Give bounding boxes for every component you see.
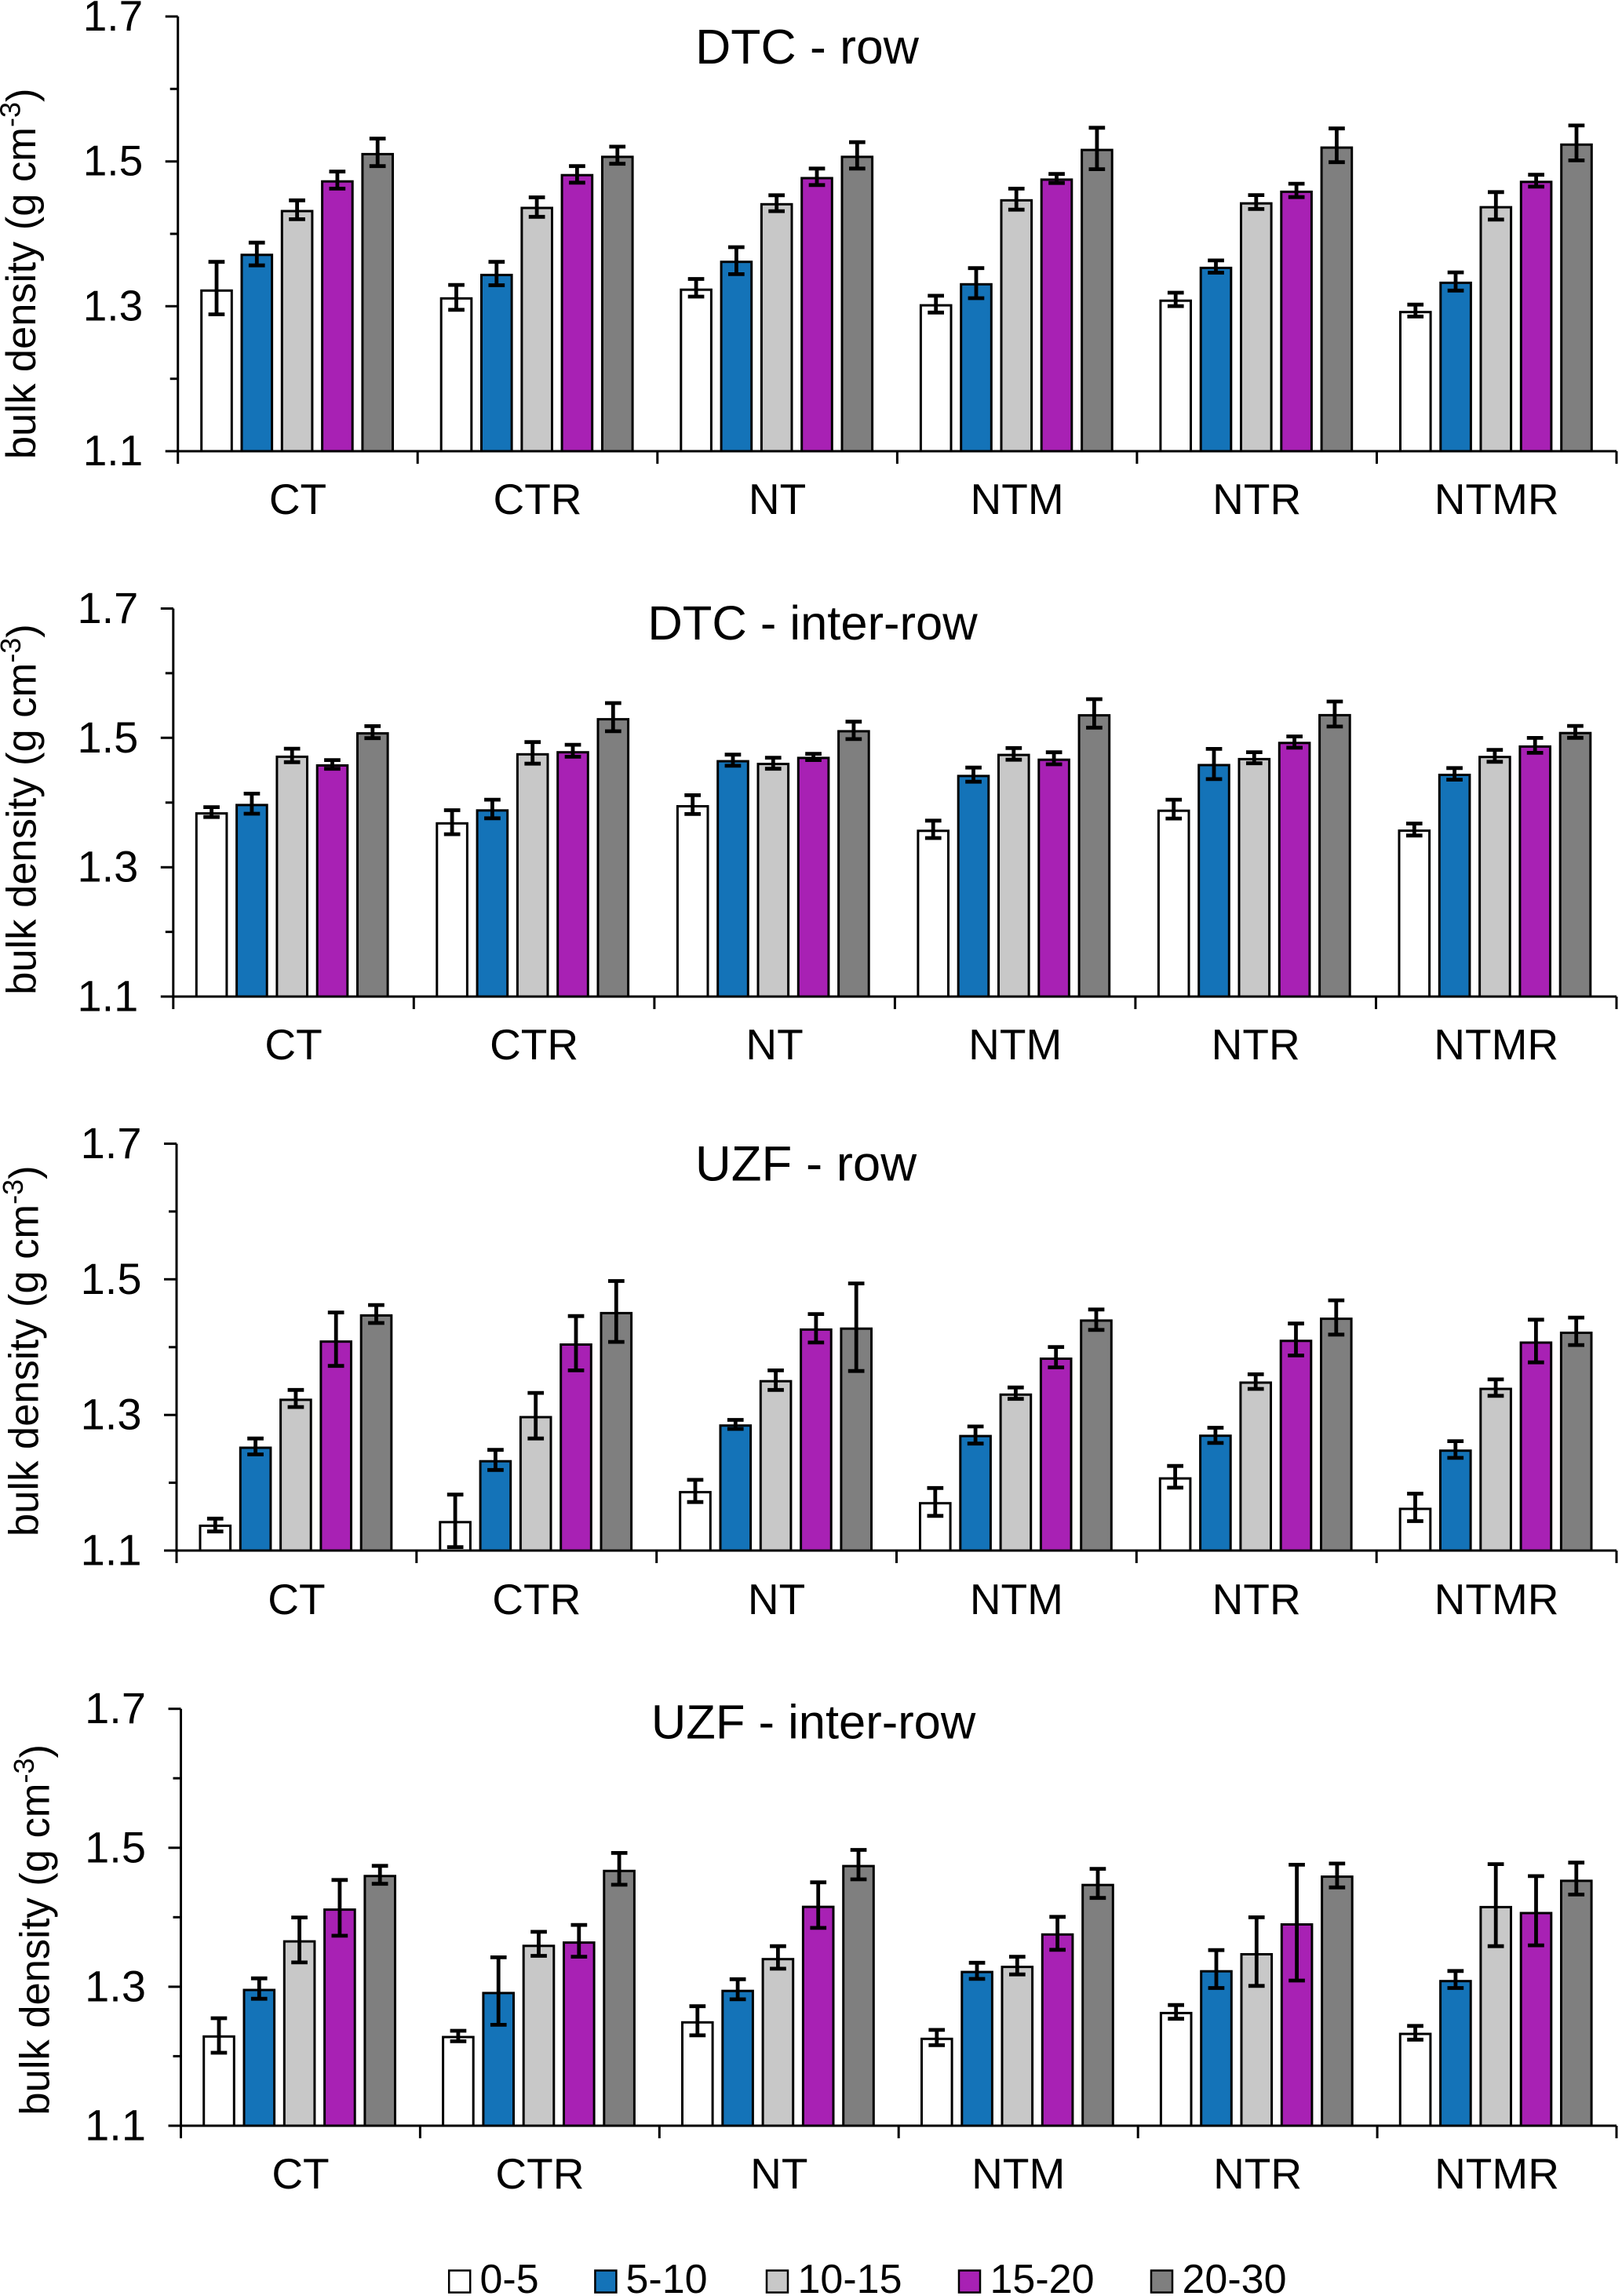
svg-text:1.1: 1.1: [83, 426, 143, 475]
svg-text:NT: NT: [745, 1020, 803, 1069]
svg-text:NT: NT: [748, 1575, 805, 1624]
svg-text:5-10: 5-10: [626, 2257, 708, 2296]
svg-text:NTR: NTR: [1212, 1020, 1300, 1069]
svg-text:bulk density (g cm-3): bulk density (g cm-3): [8, 1744, 59, 2116]
svg-text:15-20: 15-20: [990, 2257, 1095, 2296]
svg-text:10-15: 10-15: [798, 2257, 902, 2296]
svg-text:1.3: 1.3: [85, 1961, 146, 2010]
svg-text:1.1: 1.1: [77, 971, 138, 1021]
svg-text:UZF - row: UZF - row: [695, 1137, 917, 1192]
svg-text:NT: NT: [749, 475, 806, 523]
svg-text:1.7: 1.7: [81, 1118, 142, 1168]
svg-text:CTR: CTR: [495, 2149, 584, 2198]
svg-text:1.1: 1.1: [85, 2101, 146, 2150]
svg-text:CT: CT: [264, 1020, 322, 1069]
svg-text:NTR: NTR: [1212, 1575, 1301, 1624]
svg-text:bulk density (g cm-3): bulk density (g cm-3): [0, 89, 45, 460]
svg-text:bulk density (g cm-3): bulk density (g cm-3): [0, 1165, 48, 1536]
svg-text:0-5: 0-5: [480, 2257, 539, 2296]
svg-text:1.5: 1.5: [81, 1254, 142, 1303]
svg-text:1.5: 1.5: [85, 1822, 146, 1871]
svg-text:NTM: NTM: [970, 1575, 1063, 1624]
svg-text:NTM: NTM: [971, 475, 1064, 523]
svg-text:NTM: NTM: [971, 2149, 1065, 2198]
svg-text:1.3: 1.3: [77, 842, 138, 891]
svg-text:CTR: CTR: [493, 475, 581, 523]
svg-text:NTR: NTR: [1213, 2149, 1302, 2198]
svg-text:NTMR: NTMR: [1434, 475, 1559, 523]
svg-text:DTC - row: DTC - row: [695, 20, 920, 75]
svg-text:UZF - inter-row: UZF - inter-row: [651, 1696, 976, 1750]
svg-text:1.5: 1.5: [83, 137, 143, 185]
svg-text:CT: CT: [272, 2149, 329, 2198]
svg-text:1.3: 1.3: [81, 1390, 142, 1439]
svg-text:1.1: 1.1: [81, 1525, 142, 1575]
svg-text:NTM: NTM: [968, 1020, 1062, 1069]
svg-text:CTR: CTR: [492, 1575, 581, 1624]
svg-text:NT: NT: [750, 2149, 807, 2198]
svg-text:1.5: 1.5: [77, 712, 138, 762]
svg-text:20-30: 20-30: [1183, 2257, 1287, 2296]
svg-text:CT: CT: [269, 475, 326, 523]
svg-text:CTR: CTR: [490, 1020, 578, 1069]
svg-text:1.7: 1.7: [77, 583, 138, 632]
svg-text:1.7: 1.7: [83, 0, 143, 40]
svg-text:bulk density (g cm-3): bulk density (g cm-3): [0, 624, 46, 995]
svg-text:DTC - inter-row: DTC - inter-row: [647, 596, 978, 651]
svg-text:NTMR: NTMR: [1434, 1575, 1559, 1624]
svg-text:NTMR: NTMR: [1434, 1020, 1558, 1069]
svg-text:NTR: NTR: [1212, 475, 1301, 523]
svg-text:NTMR: NTMR: [1434, 2149, 1559, 2198]
svg-text:1.7: 1.7: [85, 1683, 146, 1733]
svg-text:1.3: 1.3: [83, 281, 143, 330]
svg-text:CT: CT: [268, 1575, 325, 1624]
